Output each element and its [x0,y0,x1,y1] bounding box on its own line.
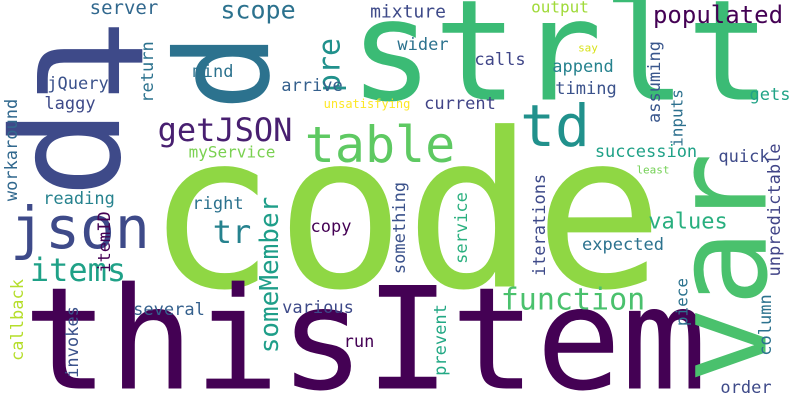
word: timing [555,79,616,99]
word: various [282,298,354,318]
word: myService [189,143,276,162]
word: copy [311,217,352,237]
word: service [452,192,472,264]
word: wider [397,35,448,55]
word: pre [313,38,348,92]
word: unpredictable [765,143,785,276]
word: prevent [431,304,451,376]
word: column [756,294,776,355]
word: getJSON [158,111,293,149]
word: jQuery [47,74,108,94]
word: inputs [668,89,687,147]
word: calls [474,50,525,70]
word: someMember [255,197,285,354]
word: reading [43,189,115,209]
word: tp [1,18,175,199]
word: mind [193,62,234,82]
word: least [636,164,669,177]
word: thisItem [23,258,707,400]
word: function [501,283,646,318]
word: laggy [44,94,95,114]
word: json [10,194,150,262]
word: itemID [95,211,115,272]
word: callback [8,279,28,361]
word: current [424,94,496,114]
word: assuming [645,41,665,123]
word: tr [213,213,252,251]
word: td [520,92,590,160]
word: mixture [370,2,446,23]
word: piece [673,278,692,326]
word: workaround [2,99,22,201]
word: unsatisfying [324,97,411,111]
word: gets [750,85,791,105]
word: several [133,300,205,320]
word: right [192,194,243,214]
word: quick [718,147,769,167]
word: run [344,332,375,352]
word: server [90,0,159,19]
word: strlt [349,0,770,134]
word: var [648,152,797,383]
word: output [531,0,589,17]
word: expected [582,235,664,255]
word: items [30,251,126,289]
word: return [138,41,158,102]
word: succession [595,142,697,162]
word: arrive [281,76,342,96]
word: something [390,182,410,274]
word: scope [220,0,295,25]
word: say [578,42,598,55]
word: values [648,210,727,235]
word: populated [653,1,783,29]
word: p [166,33,318,111]
word: code [146,87,664,338]
word: append [552,57,613,77]
word: iterations [530,174,550,276]
word: invokes [63,306,83,378]
word: order [720,378,771,398]
word: table [305,116,456,174]
